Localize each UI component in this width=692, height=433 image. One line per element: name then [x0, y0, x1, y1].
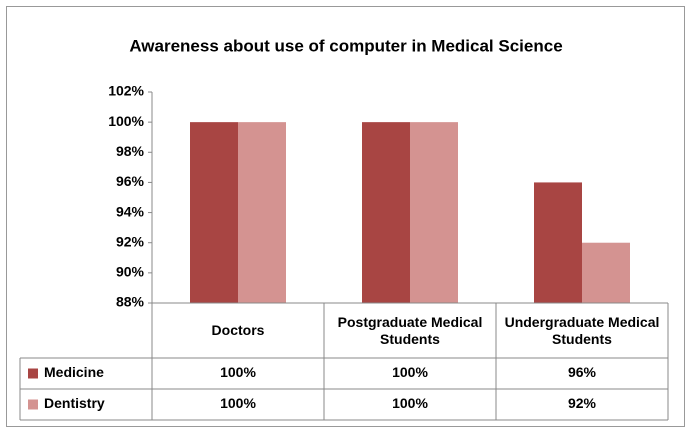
legend-label: Medicine	[44, 364, 104, 380]
y-tick-label: 98%	[116, 143, 145, 159]
y-tick-label: 94%	[116, 203, 145, 219]
bar	[238, 122, 286, 304]
category-cell: Doctors	[211, 322, 265, 338]
y-tick-label: 88%	[116, 294, 145, 310]
bar	[410, 122, 458, 304]
legend-swatch	[28, 399, 38, 410]
x-tick-label: Doctors	[211, 322, 265, 338]
y-tick-label: 92%	[116, 233, 145, 249]
bar	[362, 122, 410, 304]
table-value: 100%	[392, 395, 428, 411]
table-value: 100%	[220, 364, 256, 380]
y-tick-label: 90%	[116, 264, 145, 280]
y-tick-label: 100%	[108, 113, 144, 129]
bar	[190, 122, 238, 304]
bar	[534, 182, 582, 303]
y-tick-label: 96%	[116, 173, 145, 189]
legend-label: Dentistry	[44, 395, 105, 411]
chart-title: Awareness about use of computer in Medic…	[129, 36, 562, 55]
category-cell: Postgraduate Medical Students	[337, 313, 483, 347]
bar	[582, 242, 630, 303]
legend-swatch	[28, 368, 38, 379]
category-cell: Undergraduate Medical Students	[504, 313, 660, 347]
table-value: 100%	[220, 395, 256, 411]
table-value: 92%	[568, 395, 597, 411]
table-value: 96%	[568, 364, 597, 380]
table-value: 100%	[392, 364, 428, 380]
x-tick-label: Postgraduate Medical Students	[337, 313, 483, 347]
x-tick-label: Undergraduate Medical Students	[504, 313, 660, 347]
y-tick-label: 102%	[108, 83, 144, 99]
